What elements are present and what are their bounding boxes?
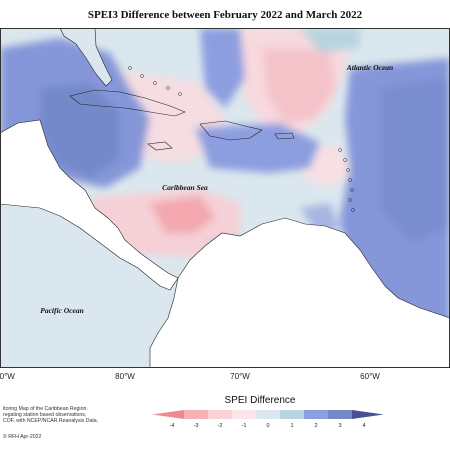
legend-tick-label: -2	[218, 423, 223, 429]
legend-tick-label: -1	[242, 423, 247, 429]
hispaniola-outline	[199, 120, 263, 141]
credit-line-1: itoring Map of the Caribbean Region.	[3, 406, 88, 412]
florida-peninsula	[59, 28, 113, 87]
central-america-landmass	[0, 119, 179, 291]
lon-tick-90w: 90°W	[0, 372, 15, 381]
label-caribbean-sea: Caribbean Sea	[162, 183, 208, 192]
footer-credit: © RFH Apr-2022	[3, 434, 42, 440]
legend-tick-label: 0	[266, 423, 269, 429]
legend-tick-label: 3	[338, 423, 341, 429]
legend-tick-label: 4	[362, 423, 365, 429]
legend-swatch	[304, 410, 329, 419]
blue-core-east	[380, 78, 450, 243]
blue-region-north	[200, 28, 245, 108]
legend-swatch	[184, 410, 209, 419]
legend-title: SPEI Difference	[224, 395, 296, 406]
credit-line-2: regating station based observations,	[3, 412, 87, 418]
south-america-landmass	[149, 217, 450, 368]
spei-map: Atlantic Ocean Caribbean Sea Pacific Oce…	[0, 28, 450, 368]
cuba-outline	[69, 89, 186, 117]
pink-core-north	[262, 48, 335, 123]
legend-swatch	[232, 410, 257, 419]
legend-swatch	[328, 410, 353, 419]
jamaica-outline	[147, 141, 173, 151]
blue-core-west	[40, 83, 120, 178]
legend-tick-label: 1	[290, 423, 293, 429]
legend-swatch	[280, 410, 305, 419]
legend-tick-label: -3	[194, 423, 199, 429]
legend-swatch	[152, 410, 184, 419]
legend-swatch	[256, 410, 281, 419]
bahamas	[128, 66, 182, 96]
legend-tick-label: 2	[314, 423, 317, 429]
lon-tick-80w: 80°W	[115, 372, 135, 381]
legend-tick-label: -4	[170, 423, 175, 429]
puerto-rico-outline	[274, 132, 295, 140]
pink-core-caribbean	[150, 196, 215, 233]
legend-colorbar: -4 -3 -2 -1 0 1 2 3 4	[152, 410, 384, 429]
lesser-antilles	[338, 148, 355, 212]
map-title: SPEI3 Difference between February 2022 a…	[87, 9, 363, 21]
lon-tick-70w: 70°W	[230, 372, 250, 381]
label-atlantic-ocean: Atlantic Ocean	[346, 63, 393, 72]
blue-region-hispaniola	[195, 123, 320, 173]
legend-swatch	[352, 410, 384, 419]
legend-swatch	[208, 410, 233, 419]
teal-strip-north	[300, 28, 360, 53]
label-pacific-ocean: Pacific Ocean	[40, 306, 84, 315]
credit-line-3: COF, with NCEP/NCAR Reanalysis Data.	[3, 418, 99, 424]
lon-tick-60w: 60°W	[360, 372, 380, 381]
